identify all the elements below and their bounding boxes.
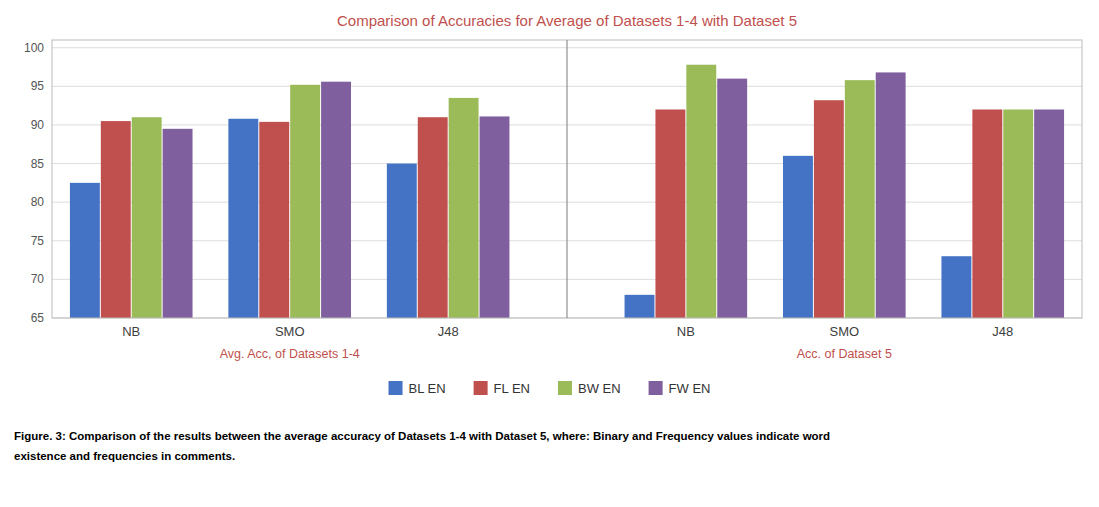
bar <box>655 110 685 319</box>
bar <box>941 256 971 318</box>
y-tick-label: 70 <box>31 272 45 286</box>
bar <box>1003 110 1033 319</box>
bar <box>387 164 417 318</box>
y-tick-label: 90 <box>31 118 45 132</box>
bar <box>290 85 320 318</box>
x-tick-label: SMO <box>275 324 305 339</box>
y-tick-label: 65 <box>31 311 45 325</box>
legend-label: BL EN <box>409 381 446 396</box>
caption: existence and frequencies in comments. <box>14 450 235 462</box>
legend-item: FW EN <box>649 381 711 396</box>
bar <box>814 100 844 318</box>
legend: BL EN FL EN BW EN FW EN <box>389 381 711 396</box>
bar <box>418 117 448 318</box>
bar <box>783 156 813 318</box>
plot-frame <box>52 40 1082 318</box>
bar <box>845 80 875 318</box>
bar <box>101 121 131 318</box>
x-tick-label: SMO <box>829 324 859 339</box>
bar <box>625 295 655 318</box>
section-separator <box>566 40 567 318</box>
bar <box>163 129 193 318</box>
bar <box>876 72 906 318</box>
legend-label: FW EN <box>669 381 711 396</box>
y-tick-label: 80 <box>31 195 45 209</box>
y-tick-label: 100 <box>24 41 44 55</box>
bar <box>449 98 479 318</box>
x-tick-label: J48 <box>992 324 1013 339</box>
legend-label: BW EN <box>578 381 621 396</box>
bar <box>70 183 100 318</box>
y-tick-label: 95 <box>31 79 45 93</box>
legend-label: FL EN <box>494 381 530 396</box>
bar <box>228 119 258 318</box>
bar <box>321 82 351 318</box>
legend-item: BL EN <box>389 381 446 396</box>
x-tick-label: NB <box>677 324 695 339</box>
bar <box>972 110 1002 319</box>
legend-item: BW EN <box>558 381 621 396</box>
legend-swatch <box>389 381 403 395</box>
legend-swatch <box>558 381 572 395</box>
bar <box>717 79 747 318</box>
x-tick-label: J48 <box>438 324 459 339</box>
x-tick-label: NB <box>122 324 140 339</box>
y-tick-label: 85 <box>31 157 45 171</box>
bar <box>480 116 510 318</box>
title: Comparison of Accuracies for Average of … <box>337 12 797 29</box>
chart: Comparison of Accuracies for Average of … <box>0 0 1099 507</box>
bar <box>686 65 716 318</box>
legend-swatch <box>474 381 488 395</box>
legend-item: FL EN <box>474 381 530 396</box>
caption: Figure. 3: Comparison of the results bet… <box>14 430 830 442</box>
bar <box>132 117 162 318</box>
background <box>0 0 1099 507</box>
y-tick-label: 75 <box>31 234 45 248</box>
bar <box>259 122 289 318</box>
legend-swatch <box>649 381 663 395</box>
section-label: Acc. of Dataset 5 <box>797 347 892 361</box>
bar <box>1034 110 1064 319</box>
section-label: Avg. Acc, of Datasets 1-4 <box>220 347 360 361</box>
